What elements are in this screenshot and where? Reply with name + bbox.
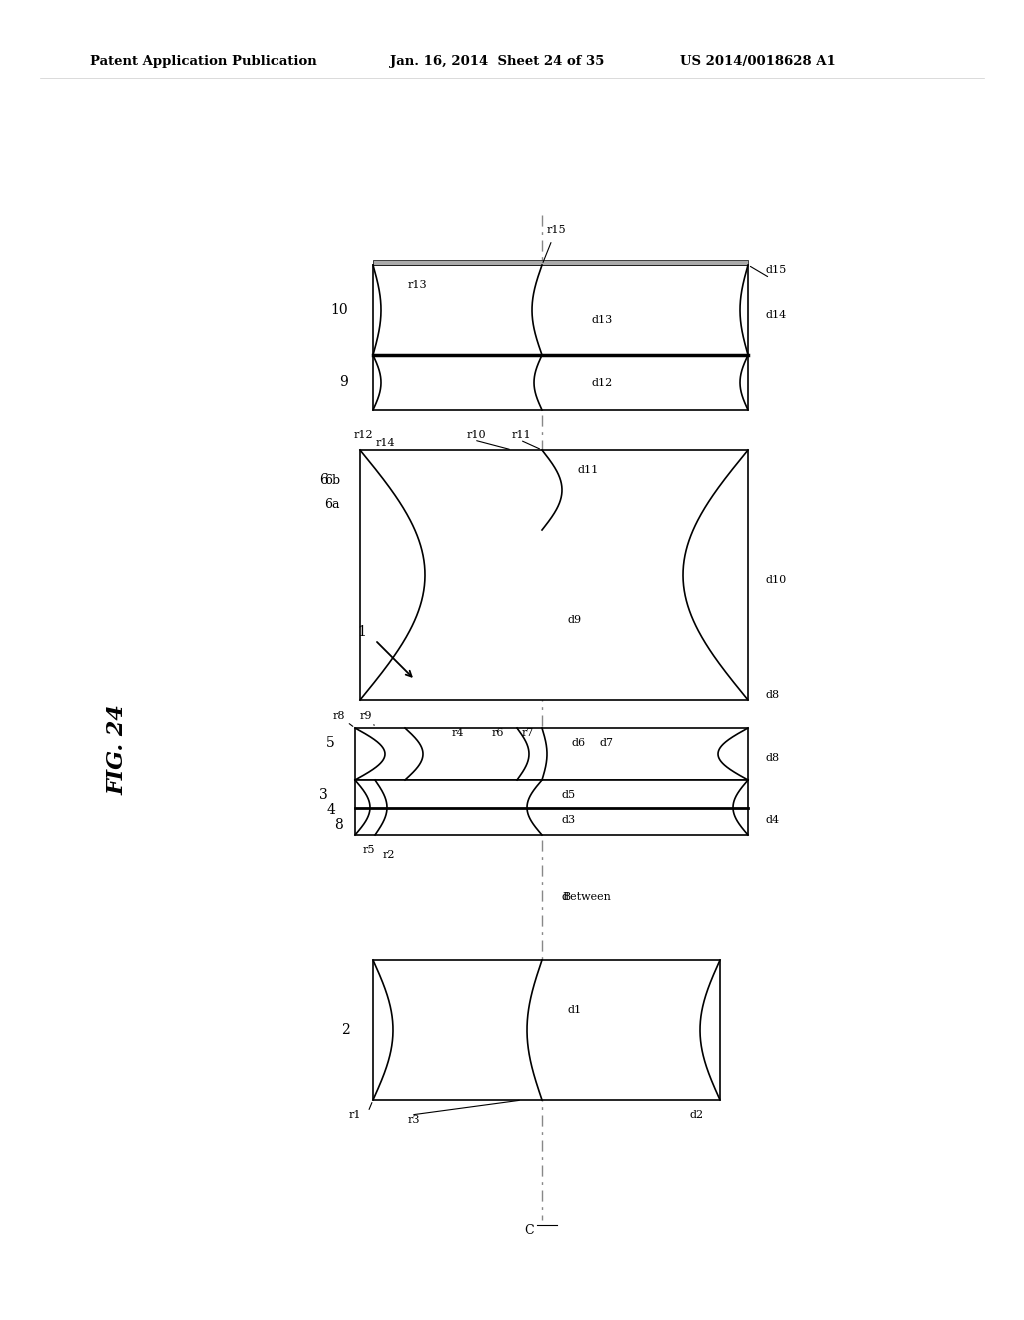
Text: Between: Between [562,892,611,903]
Text: r9: r9 [360,711,373,721]
Text: 9: 9 [339,375,348,389]
Text: 6b: 6b [324,474,340,487]
Text: d13: d13 [592,315,613,325]
Bar [373,260,748,265]
Text: 6: 6 [319,473,328,487]
Text: 1: 1 [357,624,367,639]
Text: r10: r10 [467,430,486,440]
Text: 5: 5 [327,737,335,750]
Text: r5: r5 [362,845,376,855]
Bar [355,780,748,836]
Bar [360,450,748,700]
Text: d6: d6 [572,738,586,748]
Text: r11: r11 [512,430,531,440]
Text: d8: d8 [766,690,780,700]
Text: r2: r2 [383,850,395,861]
Text: C: C [524,1224,534,1237]
Text: d12: d12 [592,378,613,388]
Text: d15: d15 [766,265,787,275]
Text: d9: d9 [567,615,582,624]
Text: d5: d5 [562,789,577,800]
Text: d10: d10 [766,576,787,585]
Text: d2: d2 [690,1110,705,1119]
Text: r6: r6 [492,729,505,738]
Text: r13: r13 [408,280,428,290]
Text: 8: 8 [334,818,343,832]
Text: 4: 4 [326,803,335,817]
Text: d7: d7 [600,738,614,748]
Bar [373,265,748,355]
Text: d1: d1 [567,1005,582,1015]
Text: Jan. 16, 2014  Sheet 24 of 35: Jan. 16, 2014 Sheet 24 of 35 [390,55,604,69]
Text: r15: r15 [547,224,566,235]
Text: d3: d3 [562,814,577,825]
Text: 10: 10 [331,304,348,317]
Text: d: d [562,892,569,903]
Text: d11: d11 [577,465,598,475]
Text: r4: r4 [452,729,465,738]
Text: d14: d14 [766,310,787,319]
Text: Patent Application Publication: Patent Application Publication [90,55,316,69]
Text: r3: r3 [408,1115,421,1125]
Text: 6a: 6a [325,499,340,511]
Bar [355,729,748,780]
Text: r12: r12 [353,430,373,440]
Text: FIG. 24: FIG. 24 [106,705,129,796]
Text: 2: 2 [341,1023,350,1038]
Text: d8: d8 [766,752,780,763]
Text: US 2014/0018628 A1: US 2014/0018628 A1 [680,55,836,69]
Text: r8: r8 [333,711,345,721]
Text: 3: 3 [319,788,328,803]
Bar [373,355,748,411]
Text: d4: d4 [766,814,780,825]
Bar [373,960,720,1100]
Text: r7: r7 [522,729,535,738]
Text: r14: r14 [376,438,395,447]
Text: r1: r1 [348,1110,361,1119]
